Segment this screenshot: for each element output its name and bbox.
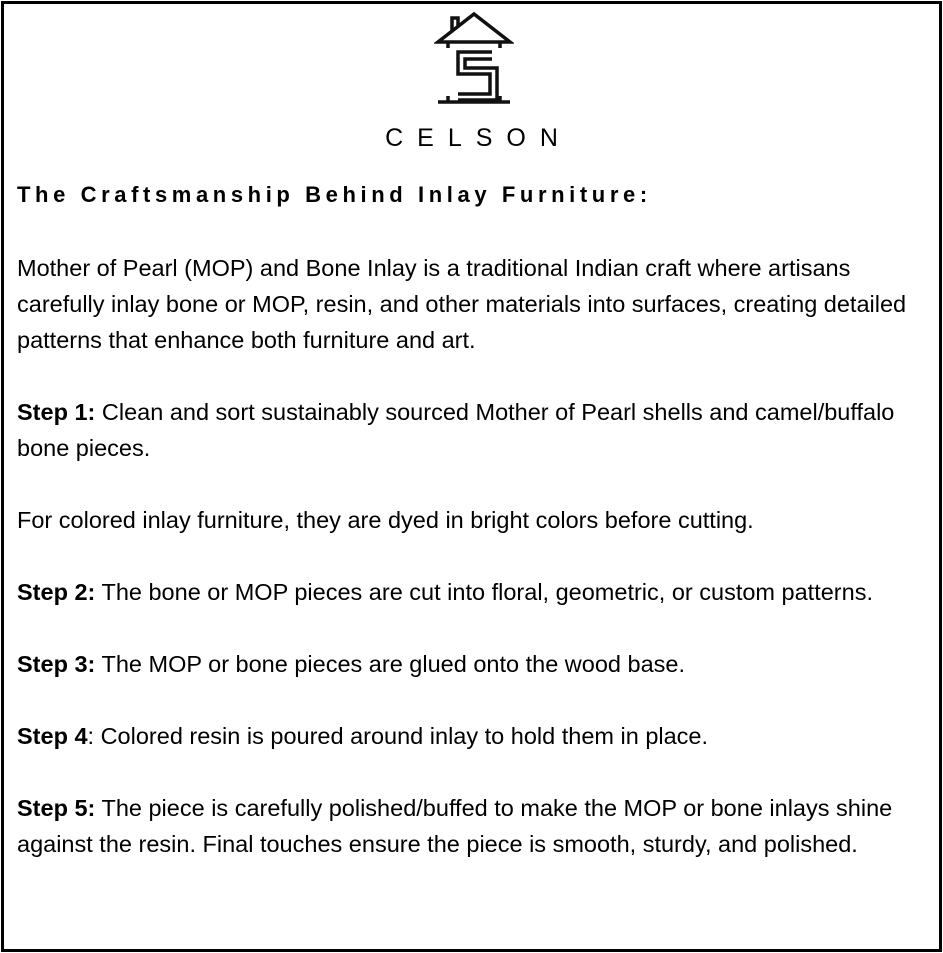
- step-1: Step 1: Clean and sort sustainably sourc…: [17, 399, 895, 461]
- page-title: The Craftsmanship Behind Inlay Furniture…: [17, 182, 652, 207]
- colored-note: For colored inlay furniture, they are dy…: [17, 507, 754, 533]
- house-s-logo-icon: [434, 11, 514, 104]
- intro-paragraph: Mother of Pearl (MOP) and Bone Inlay is …: [17, 255, 907, 353]
- step-2: Step 2: The bone or MOP pieces are cut i…: [17, 579, 873, 605]
- step-5: Step 5: The piece is carefully polished/…: [17, 795, 893, 857]
- step-3: Step 3: The MOP or bone pieces are glued…: [17, 651, 685, 677]
- step-4: Step 4: Colored resin is poured around i…: [17, 723, 709, 749]
- brand-name: CELSON: [385, 124, 572, 152]
- body-text: Mother of Pearl (MOP) and Bone Inlay is …: [17, 250, 922, 898]
